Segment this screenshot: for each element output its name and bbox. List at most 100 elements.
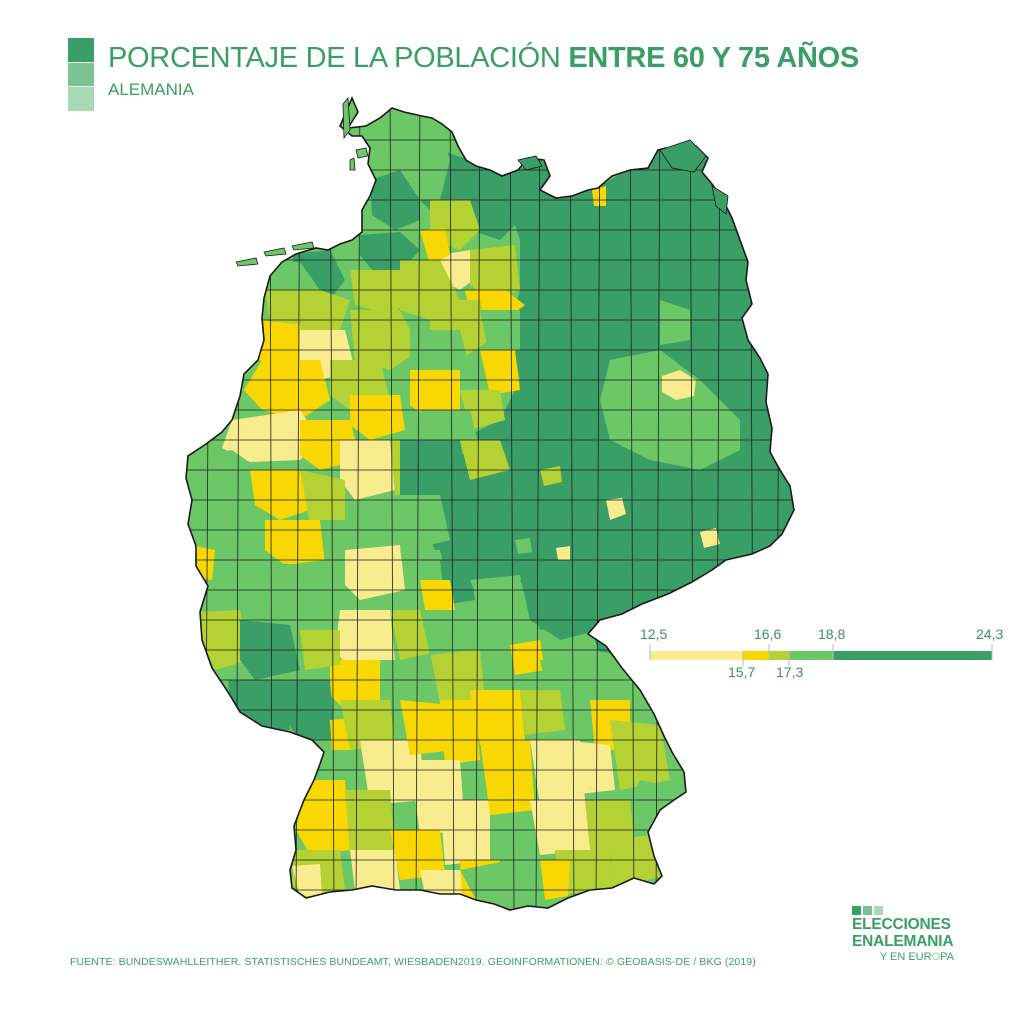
region-halle: [540, 466, 562, 486]
region-muenchen: [530, 800, 590, 855]
region-miesbach: [540, 860, 570, 900]
island-usedom: [711, 185, 729, 215]
region-darmstadt: [330, 660, 380, 710]
legend-bin-17-3-18-8: [789, 651, 833, 660]
region-marburg: [345, 545, 405, 600]
germany-outline: [185, 95, 795, 911]
region-bonn: [300, 470, 345, 525]
region-hohenlohe: [440, 700, 480, 765]
legend-label-18-8: 18,8: [818, 626, 846, 642]
logo-line3: Y EN EUROPA: [880, 951, 954, 963]
logo-square-3: [874, 906, 883, 915]
region-pforzheim: [360, 740, 425, 805]
island-foehr: [355, 147, 369, 159]
region-braunschweig: [480, 350, 520, 395]
region-hildesheim: [410, 370, 460, 420]
region-rhoen: [470, 575, 530, 630]
logo-line3-a: Y EN EUR: [879, 951, 932, 963]
region-mosel: [240, 560, 305, 630]
region-stade: [420, 228, 450, 265]
region-heidelberg: [340, 700, 395, 750]
region-main-spessart: [420, 610, 470, 655]
islands: [235, 96, 729, 267]
region-traunstein: [610, 835, 662, 886]
region-nordfriesland: [352, 110, 450, 200]
region-bamberg: [510, 640, 545, 675]
logo-line2: ENALEMANIA: [852, 933, 954, 950]
island-frisian-2: [263, 247, 287, 257]
legend-label-15-7: 15,7: [728, 664, 756, 680]
legend-label-16-6: 16,6: [754, 626, 782, 642]
region-niederbayern: [620, 780, 686, 830]
map-regions: [188, 110, 794, 908]
region-schwaben: [480, 740, 535, 815]
legend-label-12-5: 12,5: [640, 626, 668, 642]
region-oberallgaeu: [460, 860, 515, 905]
region-nuernberg: [520, 690, 565, 735]
region-frankfurt: [335, 610, 395, 670]
region-cloppenburg: [255, 320, 305, 370]
island-sylt: [342, 96, 351, 140]
title-regular: PORCENTAJE DE LA POBLACIÓN: [108, 42, 569, 74]
legend-bin-15-7-16-6: [743, 651, 769, 660]
region-eifel-nord: [205, 515, 265, 570]
island-frisian-1: [235, 257, 259, 267]
region-breisgau: [292, 864, 322, 896]
logo-line3-o: O: [931, 951, 941, 963]
logo-line1: ELECCIONES: [852, 916, 951, 933]
region-cologne: [250, 470, 310, 520]
logo-line3-c: PA: [940, 951, 954, 963]
region-oberberg: [320, 520, 350, 565]
region-odenwald: [380, 660, 425, 705]
island-frisian-3: [291, 241, 315, 251]
district-borders-vertical: [204, 98, 781, 910]
region-waldeck: [395, 495, 450, 550]
region-bremen: [350, 270, 410, 315]
region-rheinland: [188, 450, 260, 520]
region-regensburg: [610, 720, 670, 790]
page-subtitle: ALEMANIA: [108, 80, 194, 99]
logo-square-1: [852, 906, 861, 915]
district-borders: [186, 98, 794, 910]
island-amrum: [349, 157, 356, 171]
legend-bar: [649, 644, 993, 666]
region-freudenstadt: [345, 790, 395, 855]
island-fehmarn: [517, 155, 543, 171]
region-dresden: [700, 528, 720, 548]
region-rostock: [592, 186, 606, 206]
legend-bin-16-6-17-3: [769, 651, 789, 660]
region-nienburg: [350, 310, 420, 370]
region-brandenburg-north: [660, 300, 690, 345]
region-lueneburg: [470, 245, 520, 300]
region-schwarzwald-baar: [350, 850, 400, 890]
title-swatch-light: [68, 87, 94, 111]
title-swatch-dark: [68, 38, 94, 62]
elecciones-logo: ELECCIONES ENALEMANIA Y EN EUROPA: [852, 902, 962, 972]
region-ortenau: [296, 780, 350, 855]
logo-square-2: [863, 906, 872, 915]
region-berlin: [662, 370, 696, 400]
region-aachen: [196, 546, 215, 580]
region-bodensee: [420, 870, 470, 895]
region-tuebingen: [390, 830, 445, 880]
title-bold: ENTRE 60 Y 75 AÑOS: [568, 42, 859, 74]
region-muensterland: [244, 360, 330, 420]
island-ruegen: [659, 139, 707, 173]
legend-bin-18-8-24-3: [833, 651, 992, 660]
legend-bin-12-5-15-7: [650, 651, 743, 660]
legend: 12,5 16,6 18,8 24,3 15,7 17,3: [640, 624, 1004, 684]
legend-label-17-3: 17,3: [776, 664, 804, 680]
page-title: PORCENTAJE DE LA POBLACIÓN ENTRE 60 Y 75…: [108, 42, 859, 75]
region-rhein-sieg: [265, 520, 325, 565]
region-ulm: [440, 800, 490, 865]
region-gifhorn: [480, 310, 520, 360]
title-swatch-mid: [68, 63, 94, 86]
region-ansbach: [470, 690, 525, 745]
region-kassel: [400, 440, 470, 510]
region-erfurt: [556, 546, 570, 560]
region-vogelsberg: [420, 580, 455, 610]
legend-label-24-3: 24,3: [976, 626, 1004, 642]
source-note: FUENTE: BUNDESWAHLLEITHER. STATISTISCHES…: [70, 956, 756, 968]
region-jena: [515, 538, 532, 554]
